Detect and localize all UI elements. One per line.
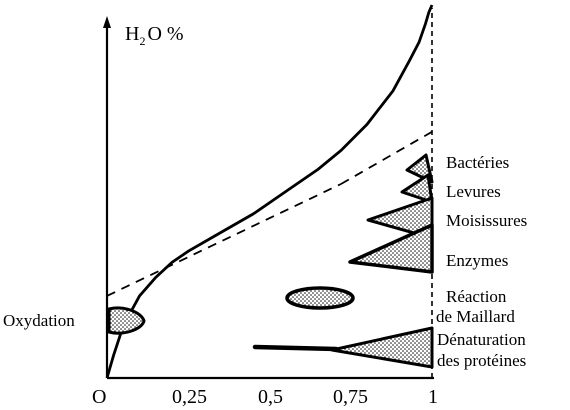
sorption-isotherm-curve xyxy=(105,4,434,379)
levures-label: Levures xyxy=(446,182,501,201)
proteines-label-line1: Dénaturation xyxy=(437,330,526,349)
proteines-label-line2: des protéines xyxy=(437,351,526,370)
denaturation-tail xyxy=(252,344,339,352)
x-tick-label-025: 0,25 xyxy=(172,386,207,408)
maillard-zone xyxy=(285,286,355,310)
y-axis-label: H2 O % xyxy=(125,23,184,48)
enzymes-zone xyxy=(348,223,434,274)
dashed-asymptote-low xyxy=(106,183,342,297)
levures-zone xyxy=(400,173,434,204)
denaturation-zone xyxy=(330,326,434,369)
x-tick-label-0: O xyxy=(92,386,106,408)
moisissures-label: Moisissures xyxy=(446,211,527,230)
enzymes-label: Enzymes xyxy=(446,251,508,270)
x-tick-label-05: 0,5 xyxy=(258,386,283,408)
maillard-label-line1: Réaction xyxy=(446,287,507,306)
maillard-label-line2: de Maillard xyxy=(436,307,515,326)
dashed-asymptote-high xyxy=(340,131,433,185)
x-tick-label-1: 1 xyxy=(428,386,438,408)
y-axis-arrow xyxy=(103,16,111,28)
moisissures-zone xyxy=(366,196,434,240)
x-tick-label-075: 0,75 xyxy=(333,386,368,408)
oxydation-zone xyxy=(107,306,146,335)
bacteries-label: Bactéries xyxy=(446,153,509,172)
oxydation-label: Oxydation xyxy=(3,311,75,330)
